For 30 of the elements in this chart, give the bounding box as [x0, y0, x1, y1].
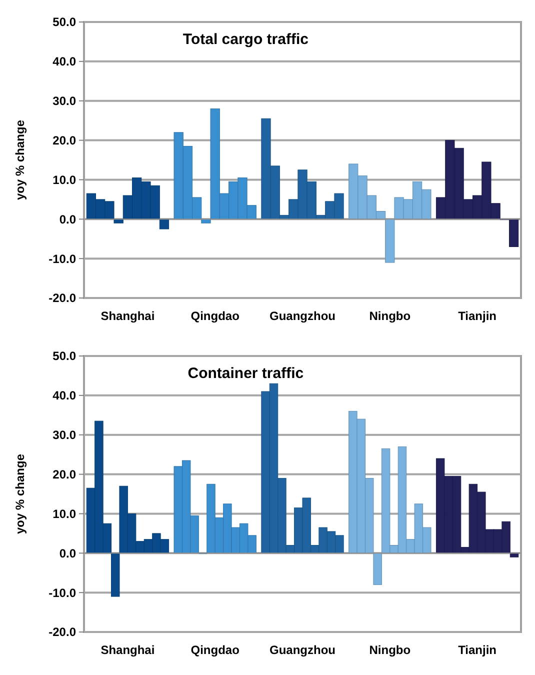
- y-tick-label: 20.0: [52, 133, 76, 148]
- y-tick-label: 10.0: [52, 506, 76, 521]
- text: Total cargo traffic: [182, 31, 308, 48]
- y-tick-label: 50.0: [52, 15, 76, 30]
- y-tick-label: 30.0: [52, 428, 76, 442]
- text: Container traffic: [188, 365, 304, 382]
- y-tick-label: -10.0: [48, 586, 76, 600]
- x-tick-label: Guangzhou: [270, 309, 336, 323]
- y-tick-label: 40.0: [52, 388, 76, 403]
- y-tick-label: 0.0: [59, 546, 76, 560]
- x-tick-label: Ningbo: [369, 309, 411, 323]
- y-tick-label: 50.0: [52, 349, 76, 364]
- x-tick-label: Shanghai: [100, 643, 155, 657]
- x-tick-label: Guangzhou: [270, 643, 336, 657]
- y-tick-label: -20.0: [48, 625, 76, 640]
- y-tick-label: -10.0: [48, 252, 76, 266]
- y-axis-title: yoy % change: [13, 120, 27, 200]
- x-tick-label: Tianjin: [458, 643, 497, 657]
- x-tick-label: Qingdao: [190, 643, 240, 657]
- y-tick-label: 10.0: [52, 172, 76, 187]
- y-tick-label: 40.0: [52, 54, 76, 69]
- y-tick-label: 0.0: [59, 212, 76, 226]
- x-tick-label: Tianjin: [458, 309, 497, 323]
- y-tick-label: 20.0: [52, 467, 76, 482]
- y-tick-label: -20.0: [48, 291, 76, 306]
- x-tick-label: Qingdao: [190, 309, 240, 323]
- x-tick-label: Ningbo: [369, 643, 411, 657]
- x-tick-label: Shanghai: [100, 309, 155, 323]
- y-axis-title: yoy % change: [13, 454, 27, 534]
- y-tick-label: 30.0: [52, 94, 76, 108]
